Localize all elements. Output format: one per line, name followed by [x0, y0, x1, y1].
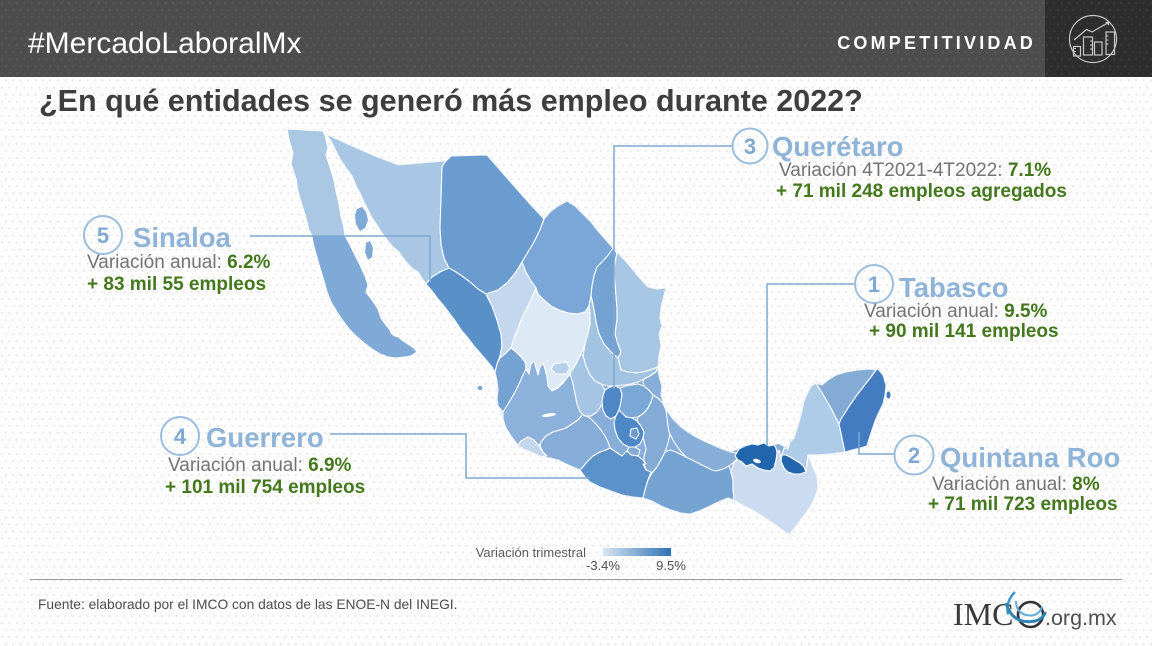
svg-text:.org.mx: .org.mx — [1045, 606, 1117, 630]
svg-text:IMC: IMC — [953, 596, 1013, 632]
